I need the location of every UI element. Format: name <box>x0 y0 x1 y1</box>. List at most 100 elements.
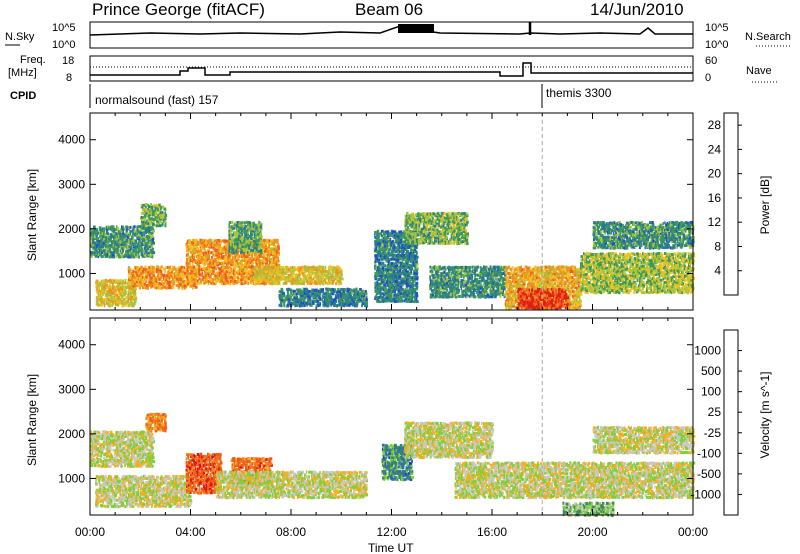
heatmap-cell <box>152 227 154 230</box>
heatmap-cell <box>280 266 282 269</box>
heatmap-cell <box>450 242 452 245</box>
heatmap-cell <box>134 225 136 228</box>
heatmap-cell <box>345 293 347 296</box>
heatmap-cell <box>132 295 134 298</box>
heatmap-cell <box>130 226 132 229</box>
heatmap-cell <box>265 282 267 285</box>
heatmap-cell <box>466 239 469 242</box>
heatmap-cell <box>446 289 448 292</box>
heatmap-cell <box>433 213 435 216</box>
heatmap-cell <box>119 279 122 282</box>
heatmap-cell <box>211 239 213 242</box>
heatmap-cell <box>449 215 451 218</box>
heatmap-cell <box>244 222 246 225</box>
heatmap-cell <box>330 296 332 299</box>
heatmap-cell <box>442 292 444 295</box>
heatmap-cell <box>147 287 149 290</box>
heatmap-cell <box>445 234 447 237</box>
heatmap-cell <box>429 236 431 239</box>
heatmap-cell <box>379 285 381 288</box>
heatmap-cell <box>359 292 361 295</box>
nave-trace <box>90 63 693 76</box>
heatmap-cell <box>365 292 367 295</box>
heatmap-cell <box>134 292 136 295</box>
nsearch-tick-top: 10^5 <box>705 22 729 34</box>
heatmap-cell <box>249 221 252 224</box>
freq-tick-top: 18 <box>62 55 74 67</box>
heatmap-cell <box>234 251 236 254</box>
heatmap-cell <box>395 272 397 275</box>
heatmap-cell <box>104 282 107 285</box>
heatmap-cell <box>283 276 285 279</box>
heatmap-cell <box>197 248 199 251</box>
heatmap-cell <box>323 274 325 277</box>
heatmap-cell <box>153 273 155 276</box>
heatmap-cell <box>144 265 146 268</box>
heatmap-cell <box>402 288 404 291</box>
heatmap-cell <box>350 289 353 292</box>
nsearch-label: N.Search <box>745 31 791 43</box>
heatmap-cell <box>414 261 416 264</box>
date-label: 14/Jun/2010 <box>590 0 684 19</box>
heatmap-cell <box>96 228 98 231</box>
heatmap-cell <box>287 290 289 293</box>
heatmap-cell <box>195 286 198 289</box>
heatmap-cell <box>97 280 99 283</box>
heatmap-cell <box>147 204 149 207</box>
radar-summary-figure: Prince George (fitACF) Beam 06 14/Jun/20… <box>0 0 800 554</box>
heatmap-cell <box>400 279 402 282</box>
nsky-tick-top: 10^5 <box>52 22 76 34</box>
heatmap-cell <box>163 274 166 277</box>
heatmap-cell <box>315 289 318 292</box>
heatmap-cell <box>209 274 211 277</box>
heatmap-cell <box>129 230 131 233</box>
heatmap-cell <box>145 203 147 206</box>
heatmap-cell <box>266 260 268 263</box>
heatmap-cell <box>160 270 162 273</box>
heatmap-cell <box>258 282 260 285</box>
heatmap-cell <box>265 239 267 242</box>
heatmap-cell <box>237 276 239 279</box>
heatmap-cell <box>445 268 447 271</box>
heatmap-cell <box>396 264 398 267</box>
heatmap-cell <box>109 284 111 287</box>
heatmap-cell <box>407 215 409 218</box>
heatmap-cell <box>159 224 162 227</box>
freq-label: Freq. <box>20 54 46 66</box>
heatmap-cell <box>416 266 418 269</box>
heatmap-cell <box>415 250 417 253</box>
heatmap-cell <box>446 236 448 239</box>
heatmap-cell <box>345 289 347 292</box>
heatmap-cell <box>165 286 168 289</box>
heatmap-cell <box>278 252 281 255</box>
heatmap-cell <box>191 276 193 279</box>
heatmap-cell <box>146 251 148 254</box>
site-title: Prince George (fitACF) <box>92 0 265 19</box>
beam-label: Beam 06 <box>355 0 423 19</box>
heatmap-cell <box>380 292 382 295</box>
heatmap-cell <box>100 245 102 248</box>
heatmap-cell <box>410 230 412 233</box>
heatmap-cell <box>162 222 164 225</box>
power-heatmap: 1000200030004000 <box>58 113 695 310</box>
heatmap-cell <box>124 292 127 295</box>
heatmap-cell <box>108 253 110 256</box>
heatmap-cell <box>221 254 223 257</box>
heatmap-cell <box>235 274 237 277</box>
heatmap-cell <box>424 212 426 215</box>
heatmap-cell <box>197 241 199 244</box>
heatmap-cell <box>130 292 132 295</box>
heatmap-cell <box>340 282 342 285</box>
heatmap-cell <box>170 266 172 269</box>
heatmap-cell <box>415 224 417 227</box>
heatmap-cell <box>238 280 240 283</box>
heatmap-cell <box>415 213 417 216</box>
heatmap-cell <box>292 278 294 281</box>
heatmap-cell <box>435 280 437 283</box>
heatmap-cell <box>157 275 159 278</box>
heatmap-cell <box>172 278 174 281</box>
heatmap-cell <box>389 254 391 257</box>
heatmap-cell <box>164 220 166 223</box>
heatmap-cell <box>260 249 262 252</box>
heatmap-cell <box>128 270 130 273</box>
